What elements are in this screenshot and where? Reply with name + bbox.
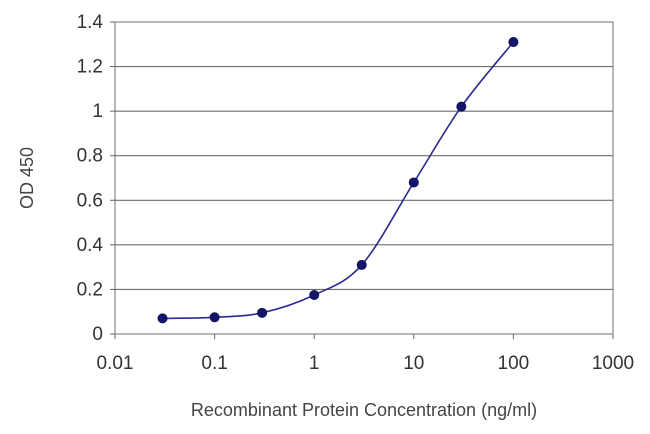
data-point bbox=[508, 37, 519, 48]
data-point bbox=[209, 312, 220, 323]
x-tick-label: 0.01 bbox=[97, 353, 134, 374]
y-tick-label: 1.4 bbox=[77, 12, 104, 33]
data-point bbox=[408, 177, 419, 188]
y-axis-ticks: 0 0.2 0.4 0.6 0.8 1 1.2 1.4 bbox=[77, 12, 115, 345]
data-point bbox=[257, 307, 268, 318]
series-layer bbox=[157, 37, 519, 324]
x-tick-label: 1000 bbox=[592, 353, 634, 374]
plot-area bbox=[114, 21, 614, 335]
x-axis-ticks: 0.01 0.1 1 10 100 1000 bbox=[97, 334, 634, 374]
grid-lines bbox=[115, 66, 613, 290]
y-axis-label: OD 450 bbox=[17, 147, 37, 209]
x-tick-label: 100 bbox=[498, 353, 530, 374]
x-tick-label: 10 bbox=[403, 353, 424, 374]
x-axis-label: Recombinant Protein Concentration (ng/ml… bbox=[191, 400, 537, 420]
y-tick-label: 1.2 bbox=[77, 57, 103, 78]
y-tick-label: 1 bbox=[92, 101, 103, 122]
y-tick-label: 0.2 bbox=[77, 279, 103, 300]
data-point bbox=[456, 101, 467, 112]
data-point bbox=[309, 289, 320, 300]
y-tick-label: 0.8 bbox=[77, 146, 103, 167]
data-point bbox=[356, 259, 367, 270]
y-tick-label: 0 bbox=[92, 324, 103, 345]
x-tick-label: 0.1 bbox=[201, 353, 227, 374]
y-tick-label: 0.4 bbox=[77, 235, 104, 256]
data-point bbox=[157, 313, 168, 324]
x-tick-label: 1 bbox=[309, 353, 320, 374]
y-tick-label: 0.6 bbox=[77, 190, 103, 211]
